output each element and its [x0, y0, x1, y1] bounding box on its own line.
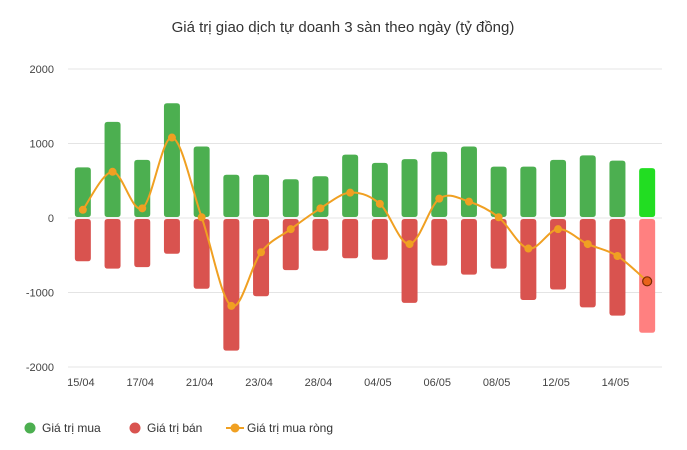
sell-bar	[371, 219, 388, 260]
sell-bar	[253, 219, 270, 297]
x-tick-label: 12/05	[542, 377, 570, 389]
net-point	[227, 301, 236, 310]
x-tick-label: 06/05	[423, 377, 451, 389]
net-line	[78, 133, 653, 310]
net-point	[642, 276, 653, 287]
y-tick-label: -1000	[26, 288, 54, 300]
legend-sell[interactable]: Giá trị bán	[129, 421, 203, 435]
sell-bar	[490, 219, 507, 269]
sell-bar	[163, 219, 180, 254]
legend-marker-icon	[129, 422, 141, 434]
sell-bar	[609, 219, 626, 316]
chart-title: Giá trị giao dịch tự doanh 3 sàn theo ng…	[172, 19, 515, 36]
x-tick-label: 23/04	[245, 377, 273, 389]
sell-bar	[520, 219, 537, 300]
net-point	[346, 188, 355, 197]
buy-bar	[223, 174, 240, 217]
net-point	[554, 225, 563, 234]
x-tick-label: 17/04	[126, 377, 154, 389]
buy-bar	[253, 174, 270, 217]
buy-bar	[342, 154, 359, 217]
sell-bar	[193, 219, 210, 289]
buy-bar	[609, 160, 626, 217]
bars	[74, 103, 656, 351]
buy-bar	[193, 146, 210, 217]
sell-bar	[342, 219, 359, 259]
x-tick-label: 04/05	[364, 377, 392, 389]
net-point	[316, 204, 325, 213]
net-point	[583, 240, 592, 249]
net-point	[524, 244, 533, 253]
net-point	[435, 194, 444, 203]
net-point	[138, 204, 147, 213]
net-point	[108, 167, 117, 176]
legend[interactable]: Giá trị mua Giá trị bán Giá trị mua ròng	[24, 421, 334, 435]
net-point	[197, 213, 206, 222]
x-tick-label: 14/05	[602, 377, 630, 389]
grid-lines	[68, 68, 662, 368]
buy-bar	[639, 168, 656, 217]
sell-bar	[579, 219, 596, 308]
buy-bar	[490, 166, 507, 217]
net-point	[405, 240, 414, 249]
buy-bar	[520, 166, 537, 217]
buy-bar	[550, 159, 567, 217]
buy-bar	[282, 179, 299, 217]
net-point	[257, 248, 266, 257]
sell-bar	[104, 219, 121, 269]
sell-bar	[460, 219, 477, 275]
legend-net[interactable]: Giá trị mua ròng	[226, 421, 333, 435]
sell-bar	[550, 219, 567, 290]
sell-bar	[134, 219, 151, 268]
legend-label: Giá trị mua	[42, 421, 101, 435]
x-tick-label: 15/04	[67, 377, 95, 389]
sell-bar	[431, 219, 448, 266]
net-point	[464, 197, 473, 206]
y-tick-label: 2000	[30, 64, 54, 76]
buy-bar	[163, 103, 180, 217]
net-point	[286, 225, 295, 234]
net-point	[494, 213, 503, 222]
buy-bar	[371, 162, 388, 217]
buy-bar	[460, 146, 477, 217]
y-tick-label: -2000	[26, 362, 54, 374]
x-tick-label: 28/04	[305, 377, 333, 389]
sell-bar	[223, 219, 240, 351]
legend-marker-icon	[24, 422, 36, 434]
sell-bar	[74, 219, 91, 262]
sell-bar	[401, 219, 418, 303]
x-tick-label: 08/05	[483, 377, 511, 389]
net-point	[613, 251, 622, 260]
legend-label: Giá trị mua ròng	[247, 421, 333, 435]
net-point	[167, 133, 176, 142]
x-tick-label: 21/04	[186, 377, 214, 389]
y-axis-ticks: 2000 1000 0 -1000 -2000	[26, 64, 54, 374]
buy-bar	[579, 155, 596, 217]
net-point	[375, 199, 384, 208]
legend-marker-icon	[230, 423, 240, 433]
y-tick-label: 1000	[30, 139, 54, 151]
buy-bar	[401, 159, 418, 217]
x-axis-ticks: 15/04 17/04 21/04 23/04 28/04 04/05 06/05 08/05…	[67, 377, 629, 389]
sell-bar	[312, 219, 329, 251]
legend-buy[interactable]: Giá trị mua	[24, 421, 102, 435]
net-point	[78, 205, 87, 214]
sell-bar	[639, 219, 656, 333]
y-tick-label: 0	[48, 213, 54, 225]
buy-bar	[431, 151, 448, 217]
legend-label: Giá trị bán	[147, 421, 202, 435]
